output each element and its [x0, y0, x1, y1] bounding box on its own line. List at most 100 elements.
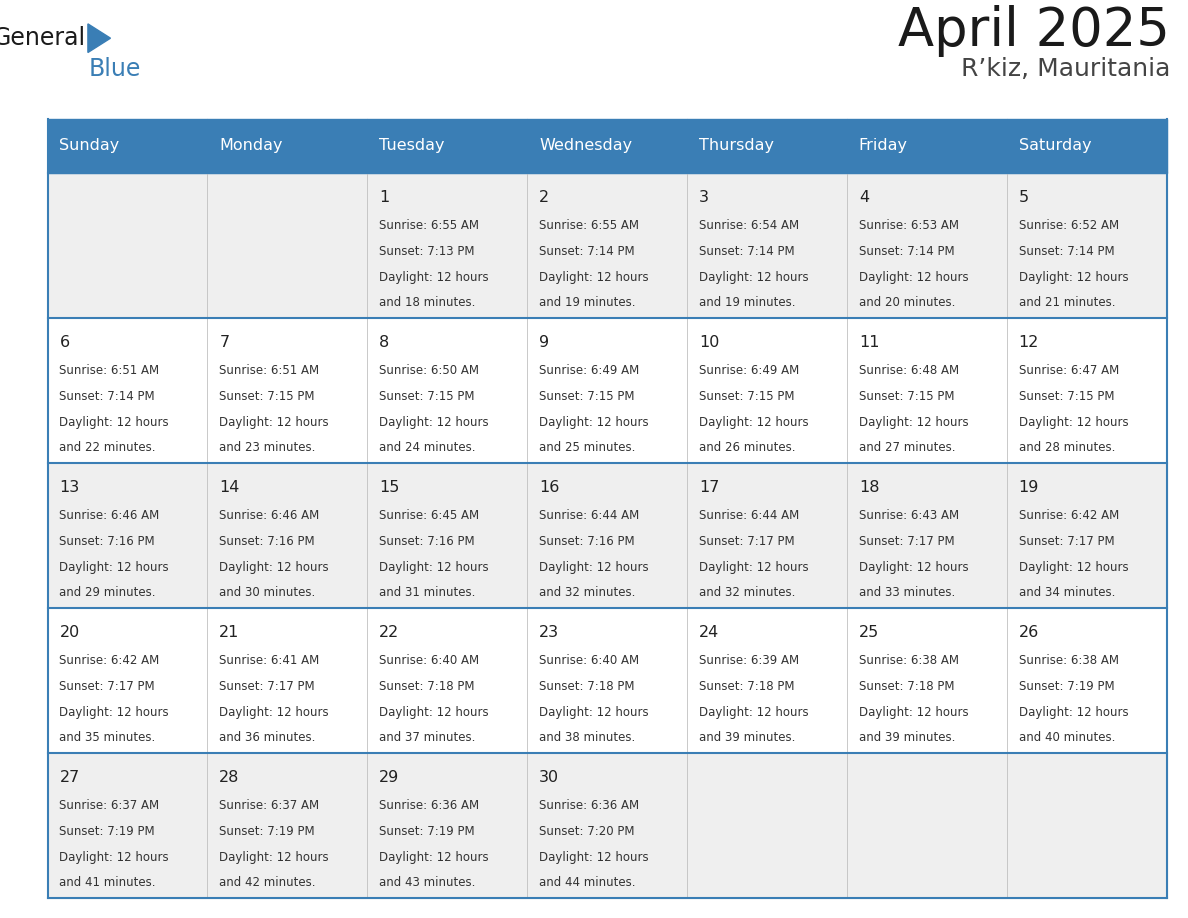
Text: Sunset: 7:19 PM: Sunset: 7:19 PM — [220, 825, 315, 838]
Text: Daylight: 12 hours: Daylight: 12 hours — [539, 706, 649, 720]
Text: Sunset: 7:20 PM: Sunset: 7:20 PM — [539, 825, 634, 838]
Text: Daylight: 12 hours: Daylight: 12 hours — [379, 706, 488, 720]
Text: Sunrise: 6:50 AM: Sunrise: 6:50 AM — [379, 364, 479, 377]
Text: Sunset: 7:16 PM: Sunset: 7:16 PM — [379, 535, 475, 548]
Text: Daylight: 12 hours: Daylight: 12 hours — [859, 416, 968, 430]
Text: Daylight: 12 hours: Daylight: 12 hours — [379, 561, 488, 575]
Text: Sunset: 7:15 PM: Sunset: 7:15 PM — [1018, 390, 1114, 403]
Text: Daylight: 12 hours: Daylight: 12 hours — [859, 271, 968, 285]
Text: 26: 26 — [1018, 625, 1038, 640]
Text: Daylight: 12 hours: Daylight: 12 hours — [59, 851, 169, 865]
Text: and 20 minutes.: and 20 minutes. — [859, 296, 955, 308]
Text: Sunrise: 6:55 AM: Sunrise: 6:55 AM — [539, 219, 639, 232]
Text: Daylight: 12 hours: Daylight: 12 hours — [220, 706, 329, 720]
Text: Sunrise: 6:46 AM: Sunrise: 6:46 AM — [220, 509, 320, 522]
Text: Sunset: 7:17 PM: Sunset: 7:17 PM — [859, 535, 954, 548]
Text: and 42 minutes.: and 42 minutes. — [220, 876, 316, 889]
Text: Sunrise: 6:46 AM: Sunrise: 6:46 AM — [59, 509, 159, 522]
Text: Sunrise: 6:53 AM: Sunrise: 6:53 AM — [859, 219, 959, 232]
Text: Daylight: 12 hours: Daylight: 12 hours — [699, 561, 809, 575]
Text: Daylight: 12 hours: Daylight: 12 hours — [539, 271, 649, 285]
Text: Daylight: 12 hours: Daylight: 12 hours — [379, 271, 488, 285]
Text: Daylight: 12 hours: Daylight: 12 hours — [699, 416, 809, 430]
Text: Sunset: 7:18 PM: Sunset: 7:18 PM — [699, 680, 795, 693]
Text: Daylight: 12 hours: Daylight: 12 hours — [379, 851, 488, 865]
Text: Sunrise: 6:42 AM: Sunrise: 6:42 AM — [1018, 509, 1119, 522]
Text: and 31 minutes.: and 31 minutes. — [379, 586, 475, 599]
Text: 3: 3 — [699, 190, 709, 205]
Text: Sunday: Sunday — [59, 139, 120, 153]
Text: Sunset: 7:16 PM: Sunset: 7:16 PM — [539, 535, 634, 548]
Text: General: General — [0, 27, 86, 50]
Text: 21: 21 — [220, 625, 240, 640]
Text: Daylight: 12 hours: Daylight: 12 hours — [59, 561, 169, 575]
Text: Sunrise: 6:36 AM: Sunrise: 6:36 AM — [539, 800, 639, 812]
Text: and 18 minutes.: and 18 minutes. — [379, 296, 475, 308]
Text: Sunset: 7:16 PM: Sunset: 7:16 PM — [220, 535, 315, 548]
Text: and 19 minutes.: and 19 minutes. — [539, 296, 636, 308]
Text: Sunrise: 6:44 AM: Sunrise: 6:44 AM — [539, 509, 639, 522]
Text: and 23 minutes.: and 23 minutes. — [220, 441, 316, 453]
Text: and 24 minutes.: and 24 minutes. — [379, 441, 475, 453]
Text: 23: 23 — [539, 625, 560, 640]
Text: 27: 27 — [59, 770, 80, 785]
Text: and 44 minutes.: and 44 minutes. — [539, 876, 636, 889]
Text: Sunrise: 6:37 AM: Sunrise: 6:37 AM — [220, 800, 320, 812]
Text: and 32 minutes.: and 32 minutes. — [699, 586, 795, 599]
Text: 11: 11 — [859, 335, 879, 350]
Text: and 37 minutes.: and 37 minutes. — [379, 731, 475, 744]
Text: and 39 minutes.: and 39 minutes. — [859, 731, 955, 744]
Text: Sunrise: 6:40 AM: Sunrise: 6:40 AM — [539, 655, 639, 667]
Text: Thursday: Thursday — [699, 139, 773, 153]
Text: Sunrise: 6:54 AM: Sunrise: 6:54 AM — [699, 219, 800, 232]
Text: 18: 18 — [859, 480, 879, 495]
Text: 5: 5 — [1018, 190, 1029, 205]
Text: April 2025: April 2025 — [898, 5, 1170, 57]
Text: 9: 9 — [539, 335, 549, 350]
Text: 19: 19 — [1018, 480, 1040, 495]
Text: 8: 8 — [379, 335, 390, 350]
Text: Daylight: 12 hours: Daylight: 12 hours — [859, 561, 968, 575]
Text: and 26 minutes.: and 26 minutes. — [699, 441, 796, 453]
Text: 22: 22 — [379, 625, 399, 640]
Text: Sunrise: 6:45 AM: Sunrise: 6:45 AM — [379, 509, 479, 522]
Text: Sunset: 7:17 PM: Sunset: 7:17 PM — [220, 680, 315, 693]
Text: Sunrise: 6:49 AM: Sunrise: 6:49 AM — [699, 364, 800, 377]
Text: 20: 20 — [59, 625, 80, 640]
Text: Sunrise: 6:55 AM: Sunrise: 6:55 AM — [379, 219, 479, 232]
Text: Sunset: 7:13 PM: Sunset: 7:13 PM — [379, 245, 475, 258]
Text: and 28 minutes.: and 28 minutes. — [1018, 441, 1116, 453]
Text: Daylight: 12 hours: Daylight: 12 hours — [379, 416, 488, 430]
Text: and 25 minutes.: and 25 minutes. — [539, 441, 636, 453]
Text: Sunrise: 6:37 AM: Sunrise: 6:37 AM — [59, 800, 159, 812]
Text: 14: 14 — [220, 480, 240, 495]
Text: Sunrise: 6:41 AM: Sunrise: 6:41 AM — [220, 655, 320, 667]
Text: Daylight: 12 hours: Daylight: 12 hours — [1018, 706, 1129, 720]
Text: Sunrise: 6:51 AM: Sunrise: 6:51 AM — [220, 364, 320, 377]
Text: 29: 29 — [379, 770, 399, 785]
Text: Sunrise: 6:42 AM: Sunrise: 6:42 AM — [59, 655, 159, 667]
Text: and 40 minutes.: and 40 minutes. — [1018, 731, 1116, 744]
Text: Sunset: 7:15 PM: Sunset: 7:15 PM — [539, 390, 634, 403]
Text: and 36 minutes.: and 36 minutes. — [220, 731, 316, 744]
Text: Daylight: 12 hours: Daylight: 12 hours — [220, 561, 329, 575]
Text: and 22 minutes.: and 22 minutes. — [59, 441, 156, 453]
Text: Blue: Blue — [89, 57, 141, 82]
Text: 25: 25 — [859, 625, 879, 640]
Text: Sunset: 7:17 PM: Sunset: 7:17 PM — [1018, 535, 1114, 548]
Text: Saturday: Saturday — [1018, 139, 1092, 153]
Text: Sunset: 7:15 PM: Sunset: 7:15 PM — [220, 390, 315, 403]
Text: Daylight: 12 hours: Daylight: 12 hours — [220, 851, 329, 865]
Text: Sunset: 7:18 PM: Sunset: 7:18 PM — [379, 680, 475, 693]
Text: 30: 30 — [539, 770, 560, 785]
Text: 6: 6 — [59, 335, 70, 350]
Text: Daylight: 12 hours: Daylight: 12 hours — [59, 706, 169, 720]
Text: Daylight: 12 hours: Daylight: 12 hours — [539, 561, 649, 575]
Text: Sunrise: 6:48 AM: Sunrise: 6:48 AM — [859, 364, 959, 377]
Text: Sunrise: 6:44 AM: Sunrise: 6:44 AM — [699, 509, 800, 522]
Text: and 33 minutes.: and 33 minutes. — [859, 586, 955, 599]
Text: and 35 minutes.: and 35 minutes. — [59, 731, 156, 744]
Text: Sunset: 7:15 PM: Sunset: 7:15 PM — [699, 390, 795, 403]
Text: Sunset: 7:17 PM: Sunset: 7:17 PM — [59, 680, 154, 693]
Text: Sunset: 7:14 PM: Sunset: 7:14 PM — [539, 245, 634, 258]
